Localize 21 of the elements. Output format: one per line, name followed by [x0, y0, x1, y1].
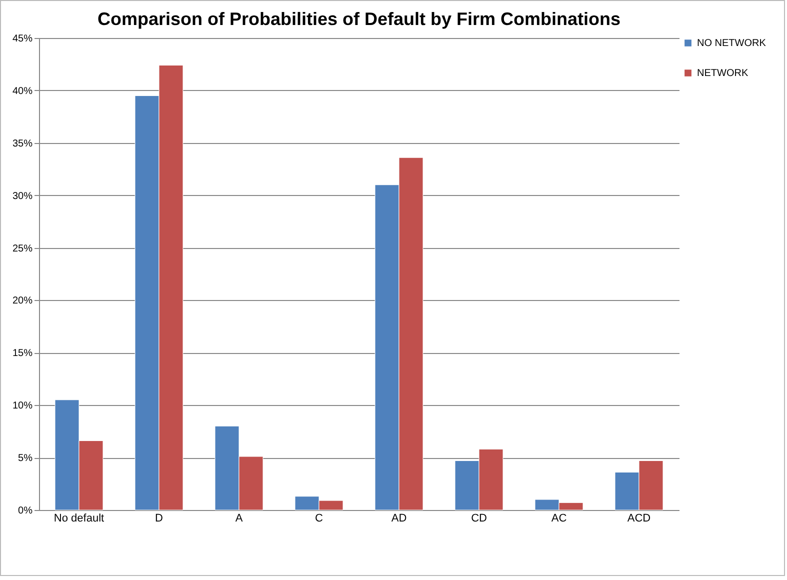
x-tick-label: No default	[54, 512, 104, 524]
legend-label: NETWORK	[697, 68, 748, 79]
y-tick-label: 40%	[12, 86, 33, 97]
y-tick-label: 35%	[12, 138, 33, 150]
y-tick-label: 20%	[12, 296, 33, 307]
x-tick-label: C	[315, 512, 324, 524]
x-tick-label: D	[155, 512, 164, 524]
x-tick-label: ACD	[627, 512, 651, 524]
y-tick-label: 30%	[12, 190, 33, 202]
y-tick-label: 25%	[12, 243, 33, 254]
y-tick-label: 15%	[12, 348, 33, 360]
y-tick-label: 5%	[18, 453, 33, 464]
x-tick-label: A	[235, 512, 244, 524]
chart-title: Comparison of Probabilities of Default by Firm Combinations	[97, 9, 621, 29]
legend-label: NO NETWORK	[697, 38, 766, 49]
y-tick-label: 10%	[12, 400, 33, 412]
x-tick-label: AC	[551, 512, 567, 524]
y-tick-label: 0%	[18, 506, 33, 516]
x-tick-label: CD	[471, 512, 487, 524]
x-tick-label: AD	[391, 512, 407, 524]
y-tick-label: 45%	[12, 34, 33, 44]
